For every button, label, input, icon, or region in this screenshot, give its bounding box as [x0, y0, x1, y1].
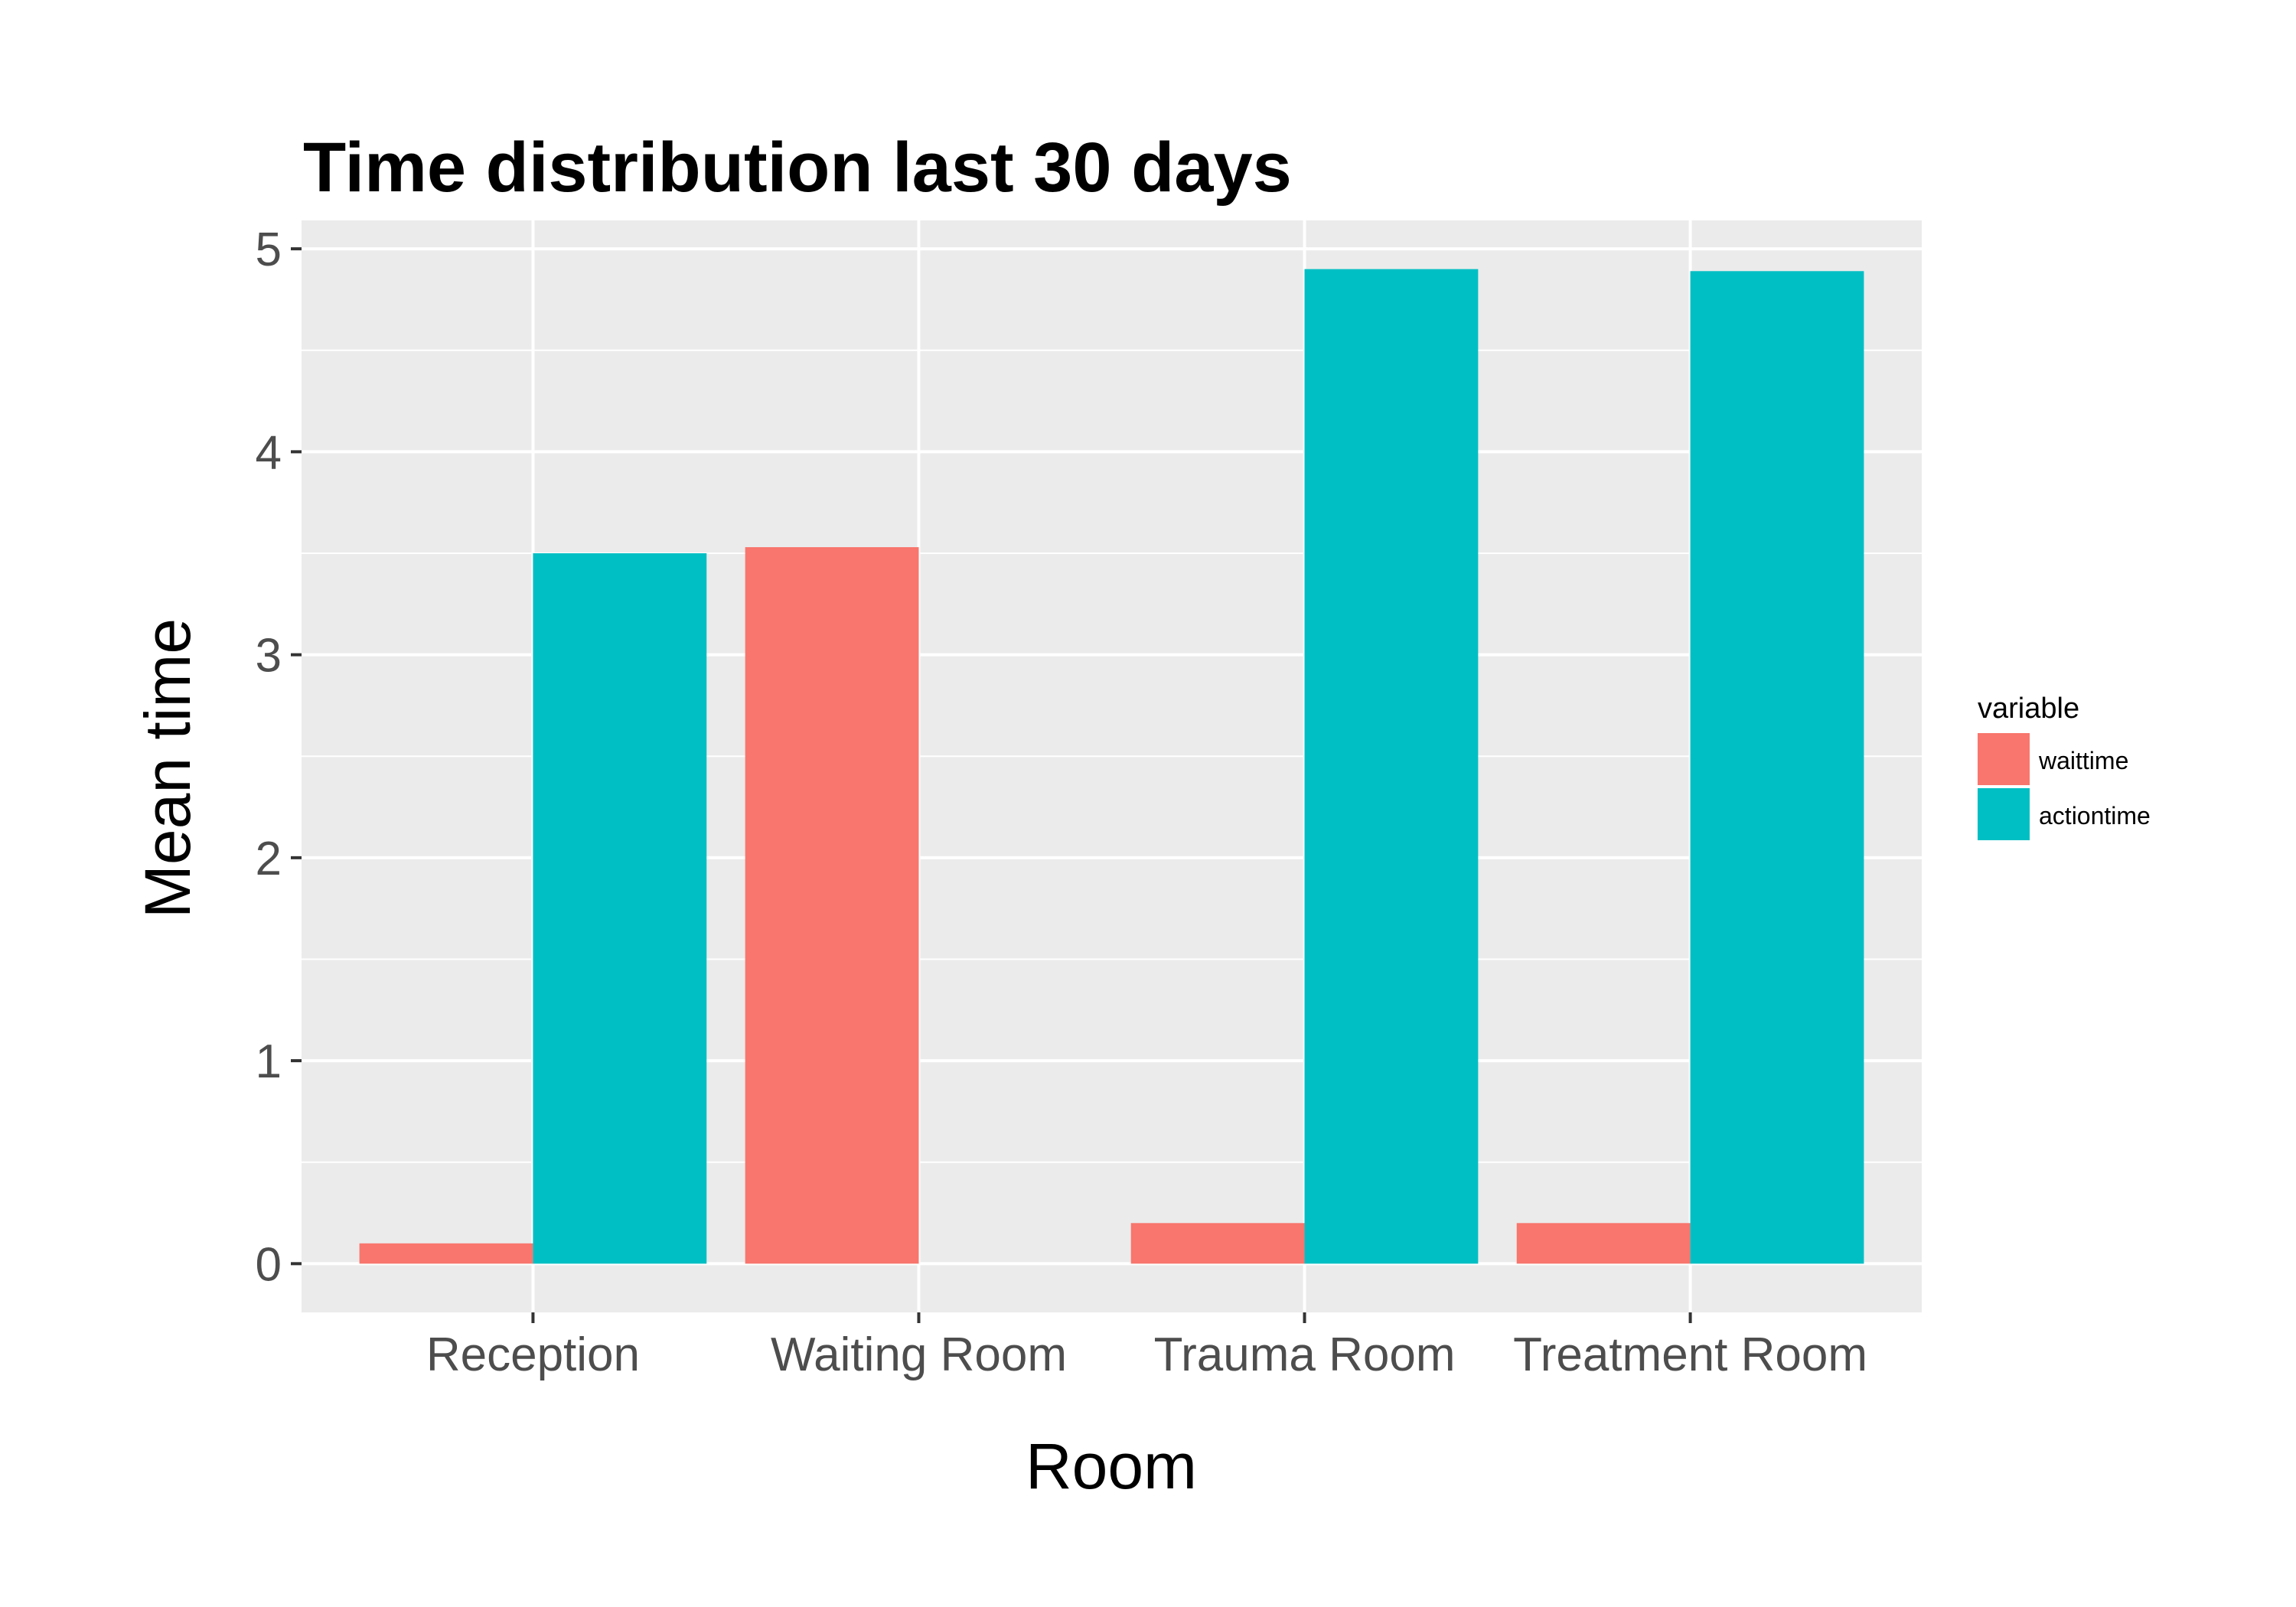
y-axis: 0 1 2 3 4 5	[256, 223, 302, 1291]
y-tick-label: 3	[256, 630, 282, 683]
x-tick-label: Treatment Room	[1513, 1328, 1867, 1381]
y-tick-label: 1	[256, 1035, 282, 1088]
y-tick-label: 0	[256, 1238, 282, 1291]
legend-swatch-waittime	[1978, 733, 2030, 785]
y-tick-label: 4	[256, 426, 282, 479]
legend-swatch-actiontime	[1978, 788, 2030, 840]
x-axis: Reception Waiting Room Trauma Room Treatmen…	[426, 1312, 1867, 1381]
bar-actiontime-trauma-room	[1304, 269, 1479, 1264]
legend-label-actiontime: actiontime	[2039, 802, 2151, 830]
x-tick-label: Waiting Room	[771, 1328, 1067, 1381]
chart-title: Time distribution last 30 days	[303, 129, 1292, 207]
legend: variable waittime actiontime	[1978, 693, 2151, 840]
x-tick-label: Reception	[426, 1328, 640, 1381]
legend-label-waittime: waittime	[2038, 747, 2128, 774]
x-tick-label: Trauma Room	[1154, 1328, 1456, 1381]
x-axis-title: Room	[1026, 1430, 1197, 1502]
y-axis-title: Mean time	[132, 618, 204, 918]
legend-title: variable	[1978, 693, 2079, 725]
y-tick-label: 5	[256, 223, 282, 276]
bar-waittime-treatment-room	[1516, 1223, 1691, 1264]
bar-actiontime-reception	[533, 553, 707, 1264]
bar-waittime-reception	[359, 1243, 533, 1264]
bar-waittime-waiting-room	[745, 547, 919, 1264]
bars	[359, 269, 1864, 1264]
y-tick-label: 2	[256, 833, 282, 885]
bar-waittime-trauma-room	[1130, 1223, 1305, 1264]
bar-actiontime-treatment-room	[1690, 271, 1864, 1264]
